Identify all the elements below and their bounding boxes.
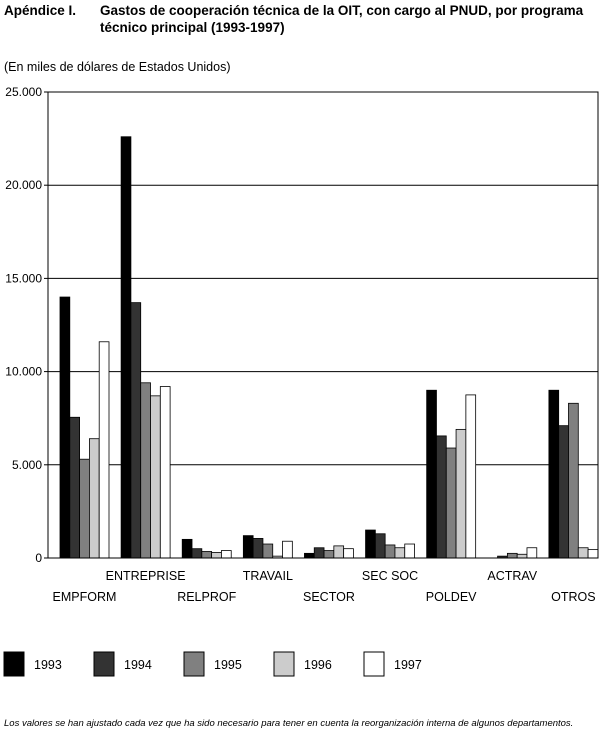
y-tick-label: 10.000 — [5, 365, 42, 379]
bar-relprof-1994 — [191, 548, 203, 559]
bar-entreprise-1993 — [120, 136, 132, 559]
bar-travail-1994 — [252, 538, 264, 559]
y-tick-label: 20.000 — [5, 178, 42, 192]
legend-swatch — [3, 651, 25, 677]
legend-label: 1993 — [34, 658, 62, 672]
y-tick-label: 5.000 — [12, 458, 42, 472]
bar-sec-soc-1997 — [404, 543, 415, 559]
bar-poldev-1993 — [426, 389, 437, 559]
bar-otros-1995 — [568, 402, 579, 559]
legend-swatch — [183, 651, 205, 677]
y-tick-label: 25.000 — [5, 85, 42, 99]
plot-frame — [47, 91, 599, 559]
bar-relprof-1996 — [211, 552, 222, 559]
legend-swatch — [93, 651, 115, 677]
x-tick-label: TRAVAIL — [243, 569, 293, 583]
bar-otros-1993 — [548, 389, 560, 559]
x-tick-label: POLDEV — [426, 590, 477, 604]
x-tick-label: EMPFORM — [53, 590, 117, 604]
bar-otros-1994 — [558, 425, 569, 559]
bar-empform-1995 — [79, 458, 90, 559]
y-tick-label: 15.000 — [5, 271, 42, 285]
bar-chart: 0 5.000 10.000 15.000 20.000 25.000 EMPFORM EN… — [5, 85, 599, 604]
x-tick-label: RELPROF — [177, 590, 236, 604]
bar-entreprise-1997 — [159, 386, 171, 559]
bar-poldev-1997 — [465, 394, 477, 559]
x-tick-label: ACTRAV — [487, 569, 537, 583]
bar-actrav-1997 — [526, 547, 538, 559]
bars — [59, 136, 599, 559]
bar-empform-1994 — [69, 416, 81, 559]
bar-entreprise-1994 — [130, 302, 142, 559]
bar-sector-1996 — [333, 545, 345, 559]
bar-actrav-1996 — [516, 553, 528, 559]
bar-entreprise-1995 — [140, 382, 151, 559]
bar-travail-1995 — [262, 543, 274, 559]
legend-label: 1994 — [124, 658, 152, 672]
x-tick-labels: EMPFORM ENTREPRISE RELPROF TRAVAIL SECTOR SEC… — [53, 569, 596, 604]
bar-sector-1995 — [323, 550, 335, 559]
y-tick-labels: 0 5.000 10.000 15.000 20.000 25.000 — [5, 85, 42, 565]
bar-relprof-1997 — [221, 550, 232, 559]
bar-sec-soc-1993 — [365, 529, 376, 559]
x-tick-label: SEC SOC — [362, 569, 418, 583]
legend: 1993 1994 1995 1996 1997 — [3, 651, 422, 677]
chart-title: Gastos de cooperación técnica de la OIT,… — [100, 3, 584, 35]
legend-swatch — [273, 651, 295, 677]
bar-travail-1997 — [282, 540, 293, 559]
legend-swatch — [363, 651, 385, 677]
bar-travail-1993 — [242, 535, 254, 559]
legend-label: 1995 — [214, 658, 242, 672]
bar-poldev-1996 — [455, 428, 467, 559]
bar-actrav-1995 — [506, 552, 518, 559]
bar-otros-1996 — [577, 547, 589, 559]
bar-sec-soc-1995 — [384, 544, 396, 559]
bar-sector-1997 — [343, 548, 354, 559]
legend-label: 1996 — [304, 658, 332, 672]
axes — [44, 91, 599, 559]
unit-note: (En miles de dólares de Estados Unidos) — [4, 60, 231, 74]
bar-relprof-1993 — [181, 538, 193, 559]
bar-otros-1997 — [587, 549, 599, 559]
bar-poldev-1995 — [445, 447, 457, 559]
x-tick-label: ENTREPRISE — [106, 569, 186, 583]
bar-empform-1993 — [59, 296, 71, 559]
appendix-label: Apéndice I. — [4, 3, 77, 18]
bar-relprof-1995 — [201, 551, 213, 559]
footnote: Los valores se han ajustado cada vez que… — [4, 718, 574, 729]
bar-entreprise-1996 — [150, 395, 161, 559]
x-tick-label: OTROS — [551, 590, 595, 604]
bar-sec-soc-1994 — [374, 533, 386, 559]
bar-sector-1994 — [313, 547, 325, 559]
bar-poldev-1994 — [436, 435, 447, 559]
y-tick-label: 0 — [35, 551, 42, 565]
bar-sector-1993 — [304, 552, 315, 559]
bar-empform-1996 — [89, 438, 100, 559]
x-tick-label: SECTOR — [303, 590, 355, 604]
bar-sec-soc-1996 — [394, 547, 406, 559]
bar-empform-1997 — [98, 341, 110, 559]
legend-label: 1997 — [394, 658, 422, 672]
